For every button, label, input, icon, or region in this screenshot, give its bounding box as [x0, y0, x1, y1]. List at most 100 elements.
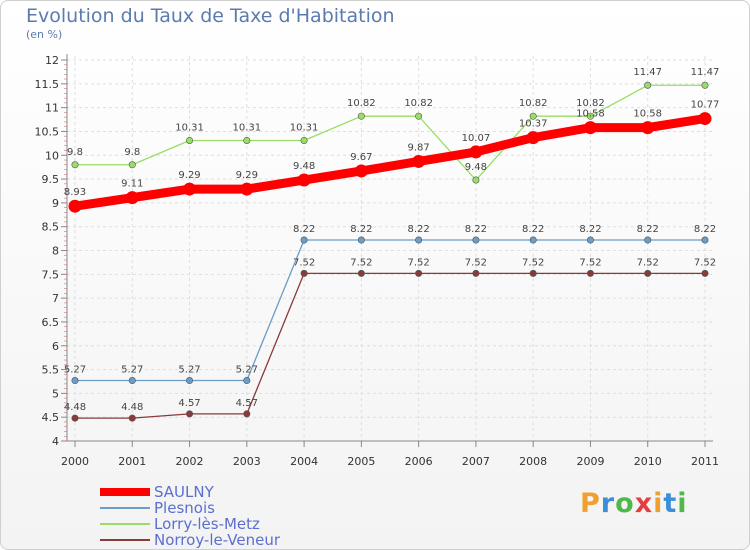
- y-tick-label: 8.5: [42, 221, 60, 234]
- data-point: [529, 236, 537, 244]
- series-line: [70, 114, 710, 211]
- data-point: [125, 191, 139, 205]
- data-label: 8.22: [579, 224, 601, 235]
- data-point: [529, 112, 537, 120]
- data-point: [68, 199, 82, 213]
- legend-swatch: [100, 539, 150, 541]
- data-point: [128, 377, 136, 385]
- data-point: [183, 182, 197, 196]
- data-point: [357, 269, 365, 277]
- series-line: [74, 272, 706, 419]
- data-label: 5.27: [178, 365, 200, 376]
- data-point: [186, 377, 194, 385]
- x-tick-label: 2009: [576, 455, 604, 468]
- data-point: [472, 236, 480, 244]
- legend-swatch: [100, 523, 150, 525]
- x-tick-label: 2011: [691, 455, 719, 468]
- data-point: [529, 269, 537, 277]
- y-tick-label: 7: [52, 292, 59, 305]
- y-tick-label: 5.5: [42, 364, 60, 377]
- logo-letter: t: [663, 488, 678, 519]
- data-point: [469, 145, 483, 159]
- data-label: 7.52: [465, 257, 487, 268]
- data-label: 10.82: [404, 98, 433, 109]
- data-point: [128, 161, 136, 169]
- data-label: 11.47: [691, 67, 720, 78]
- data-point: [701, 269, 709, 277]
- series-line: [74, 84, 706, 181]
- series-line: [74, 239, 706, 382]
- data-label: 10.31: [232, 122, 261, 133]
- legend-swatch: [100, 507, 150, 509]
- data-label: 8.22: [408, 224, 430, 235]
- y-tick-label: 4: [52, 435, 59, 448]
- data-point: [357, 112, 365, 120]
- legend-item-norroy-le-veneur: Norroy-le-Veneur: [100, 531, 340, 549]
- data-label: 8.22: [522, 224, 544, 235]
- data-point: [644, 81, 652, 89]
- data-point: [701, 236, 709, 244]
- data-label: 9.29: [236, 170, 258, 181]
- data-label: 8.22: [465, 224, 487, 235]
- data-point: [701, 81, 709, 89]
- data-label: 7.52: [408, 257, 430, 268]
- data-point: [240, 182, 254, 196]
- x-tick-label: 2000: [61, 455, 89, 468]
- data-label: 5.27: [121, 365, 143, 376]
- y-tick-label: 10.5: [35, 125, 60, 138]
- y-tick-label: 11: [45, 102, 59, 115]
- y-tick-label: 12: [45, 54, 59, 67]
- data-point: [644, 236, 652, 244]
- data-point: [243, 377, 251, 385]
- data-point: [297, 173, 311, 187]
- proxiti-logo: Proxiti: [580, 488, 688, 519]
- data-label: 8.93: [64, 187, 86, 198]
- data-point: [243, 136, 251, 144]
- logo-letter: i: [677, 488, 688, 519]
- data-point: [186, 136, 194, 144]
- data-point: [641, 121, 655, 135]
- data-point: [415, 112, 423, 120]
- x-tick-label: 2010: [634, 455, 662, 468]
- data-label: 4.48: [64, 402, 86, 413]
- data-point: [415, 269, 423, 277]
- grid: [67, 56, 713, 442]
- y-tick-label: 9: [52, 197, 59, 210]
- data-label: 10.37: [519, 119, 548, 130]
- y-tick-label: 7.5: [42, 268, 60, 281]
- y-tick-label: 6: [52, 340, 59, 353]
- data-point: [698, 112, 712, 126]
- x-tick-label: 2003: [233, 455, 261, 468]
- data-label: 8.22: [293, 224, 315, 235]
- logo-letter: i: [653, 488, 664, 519]
- data-label: 4.57: [178, 398, 200, 409]
- legend-label: Lorry-lès-Metz: [154, 515, 260, 533]
- data-label: 7.52: [293, 257, 315, 268]
- data-point: [586, 269, 594, 277]
- chart-title: Evolution du Taux de Taxe d'Habitation: [26, 5, 395, 27]
- data-label: 7.52: [637, 257, 659, 268]
- x-tick-label: 2006: [405, 455, 433, 468]
- legend-item-lorry-les-metz: Lorry-lès-Metz: [100, 515, 340, 533]
- data-label: 10.82: [519, 98, 548, 109]
- data-point: [412, 154, 426, 168]
- data-label: 8.22: [694, 224, 716, 235]
- data-label: 9.48: [293, 161, 315, 172]
- x-tick-label: 2005: [347, 455, 375, 468]
- data-label: 10.07: [462, 133, 491, 144]
- data-label: 8.22: [350, 224, 372, 235]
- logo-letter: o: [615, 488, 635, 519]
- data-label: 9.8: [124, 147, 140, 158]
- x-tick-label: 2007: [462, 455, 490, 468]
- data-label: 10.82: [347, 98, 376, 109]
- legend-item-plesnois: Plesnois: [100, 499, 340, 517]
- legend-item-saulny: SAULNY: [100, 483, 340, 501]
- data-label: 9.67: [350, 152, 372, 163]
- x-tick-label: 2008: [519, 455, 547, 468]
- data-point: [583, 121, 597, 135]
- y-tick-label: 5: [52, 387, 59, 400]
- data-label: 10.58: [576, 109, 605, 120]
- data-point: [243, 410, 251, 418]
